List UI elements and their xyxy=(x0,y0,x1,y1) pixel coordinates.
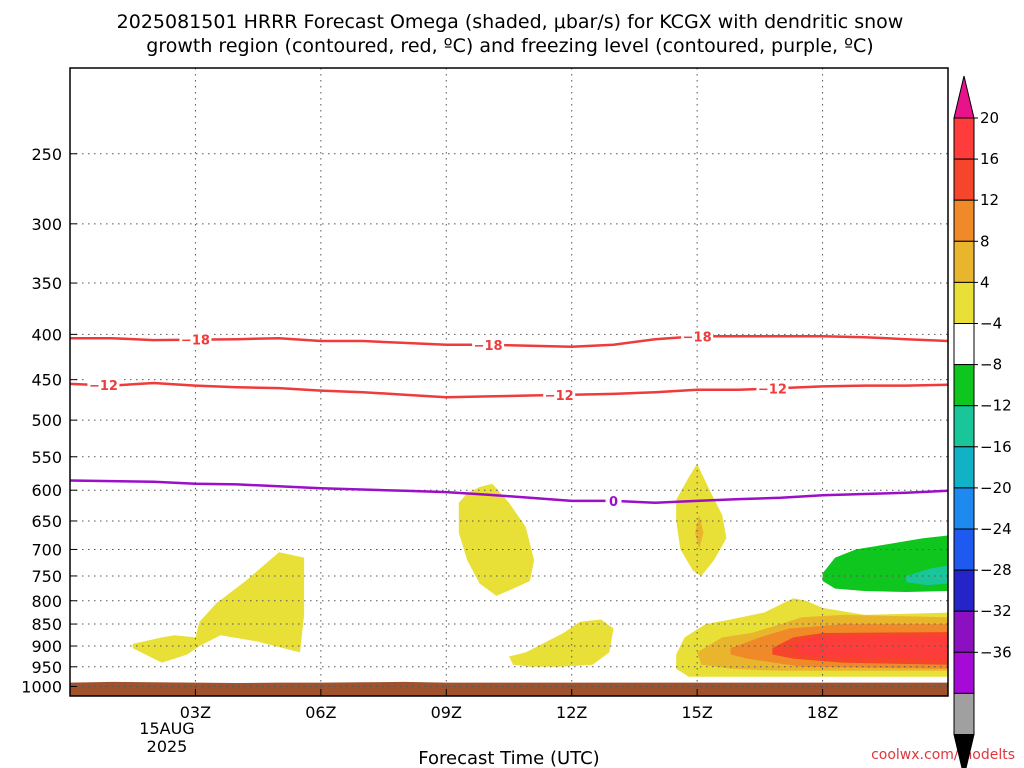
y-tick-label-600: 600 xyxy=(31,481,62,500)
colorbar-segment-5 xyxy=(953,281,975,324)
credit-text[interactable]: coolwx.com/modelts xyxy=(871,747,1015,763)
x-axis-label: Forecast Time (UTC) xyxy=(418,748,599,768)
contour-label--18-2: −18 xyxy=(683,330,712,345)
colorbar-tick-label-11: −28 xyxy=(980,561,1012,579)
y-tick-label-650: 650 xyxy=(31,512,62,531)
colorbar-tick-label-10: −24 xyxy=(980,520,1012,538)
date-label-year: 2025 xyxy=(147,737,188,756)
contour-label-bg--18-2 xyxy=(681,328,714,345)
colorbar-tick-label-0: 20 xyxy=(980,109,999,127)
colorbar-segment-3 xyxy=(953,199,975,242)
contour-label-bg--18-1 xyxy=(472,336,505,353)
y-tick-label-850: 850 xyxy=(31,615,62,634)
contour-line--12 xyxy=(69,381,949,399)
x-tick-label-12Z: 12Z xyxy=(556,703,587,722)
colorbar-tick-label-7: −12 xyxy=(980,397,1012,415)
contour-label--12-0: −12 xyxy=(89,379,118,394)
colorbar-segment-8 xyxy=(953,405,975,448)
x-tick-label-03Z: 03Z xyxy=(180,703,211,722)
colorbar-segment-4 xyxy=(953,240,975,283)
omega-region-9 xyxy=(793,636,948,659)
pressure-axis: 250 300 350 400 450 500 550 600 650 700 750 800 850 9… xyxy=(21,145,77,697)
omega-shading xyxy=(132,463,948,677)
terrain-fill xyxy=(70,681,948,696)
omega-region-1 xyxy=(458,483,535,596)
contour-label-bg-0-0 xyxy=(605,492,622,509)
x-tick-label-06Z: 06Z xyxy=(305,703,336,722)
colorbar-tick-label-1: 16 xyxy=(980,150,999,168)
colorbar-segment-7 xyxy=(953,364,975,407)
time-axis: 03Z 06Z 09Z 12Z 15Z 18Z xyxy=(180,689,838,722)
contour-label--18-0: −18 xyxy=(181,334,210,349)
colorbar-tick-label-4: 4 xyxy=(980,273,990,291)
plot-area: −18 −18 −18 −12 −12 −12 0 xyxy=(69,67,949,697)
colorbar-segment-2 xyxy=(953,158,975,201)
y-tick-label-950: 950 xyxy=(31,658,62,677)
colorbar-segment-6 xyxy=(953,323,975,366)
colorbar-segment-12 xyxy=(953,569,975,612)
x-tick-label-15Z: 15Z xyxy=(681,703,712,722)
contour-label--12-1: −12 xyxy=(545,389,574,404)
colorbar-cap-top xyxy=(953,75,975,119)
contour-label--12-2: −12 xyxy=(758,382,787,397)
y-tick-label-800: 800 xyxy=(31,592,62,611)
contour-label-bg--12-2 xyxy=(756,380,789,397)
y-tick-label-550: 550 xyxy=(31,448,62,467)
colorbar-segment-13 xyxy=(953,610,975,653)
grid-lines xyxy=(70,68,948,696)
x-tick-label-09Z: 09Z xyxy=(431,703,462,722)
colorbar-segment-15 xyxy=(953,692,975,736)
y-tick-label-750: 750 xyxy=(31,567,62,586)
y-tick-label-450: 450 xyxy=(31,371,62,390)
colorbar-tick-label-2: 12 xyxy=(980,191,999,209)
omega-region-0 xyxy=(132,552,305,663)
y-tick-label-250: 250 xyxy=(31,145,62,164)
contour-label-bg--12-1 xyxy=(543,386,576,403)
colorbar-tick-label-9: −20 xyxy=(980,479,1012,497)
contour-line-0 xyxy=(69,479,949,505)
colorbar-tick-label-12: −32 xyxy=(980,602,1012,620)
colorbar-cap-bottom xyxy=(953,734,975,768)
chart-title-line2: growth region (contoured, red, ºC) and f… xyxy=(146,35,873,57)
colorbar-tick-label-8: −16 xyxy=(980,438,1012,456)
temperature-contours: −18 −18 −18 −12 −12 −12 0 xyxy=(69,328,949,510)
colorbar-tick-label-13: −36 xyxy=(980,643,1012,661)
y-tick-label-500: 500 xyxy=(31,411,62,430)
omega-region-11 xyxy=(906,565,948,586)
chart-title-line1: 2025081501 HRRR Forecast Omega (shaded, … xyxy=(117,11,904,33)
colorbar-segment-11 xyxy=(953,528,975,571)
x-tick-label-18Z: 18Z xyxy=(807,703,838,722)
omega-region-3 xyxy=(676,463,727,576)
y-tick-label-300: 300 xyxy=(31,215,62,234)
plot-frame xyxy=(69,67,949,697)
omega-colorbar: 20 16 12 8 4 −4 −8 −12 −16 −20 −24 −28 −32 −36 xyxy=(953,75,1012,768)
y-tick-label-900: 900 xyxy=(31,637,62,656)
contour-label-bg--18-0 xyxy=(179,331,212,348)
colorbar-segment-1 xyxy=(953,117,975,160)
y-tick-label-400: 400 xyxy=(31,325,62,344)
contour-label-0-0: 0 xyxy=(609,495,618,510)
colorbar-segment-10 xyxy=(953,487,975,530)
y-tick-label-350: 350 xyxy=(31,274,62,293)
terrain xyxy=(70,681,948,696)
contour-label-bg--12-0 xyxy=(87,377,120,394)
y-tick-label-1000: 1000 xyxy=(21,678,62,697)
contour-label--18-1: −18 xyxy=(474,339,503,354)
plot-background xyxy=(70,68,948,696)
colorbar-segment-9 xyxy=(953,446,975,489)
colorbar-tick-label-6: −8 xyxy=(980,356,1002,374)
colorbar-tick-label-3: 8 xyxy=(980,232,990,250)
omega-region-4 xyxy=(695,515,704,550)
omega-region-2 xyxy=(509,619,614,667)
y-tick-label-700: 700 xyxy=(31,540,62,559)
colorbar-segment-14 xyxy=(953,651,975,694)
colorbar-tick-label-5: −4 xyxy=(980,315,1002,333)
date-label-day: 15AUG xyxy=(139,719,194,738)
contour-line--18 xyxy=(70,335,949,348)
